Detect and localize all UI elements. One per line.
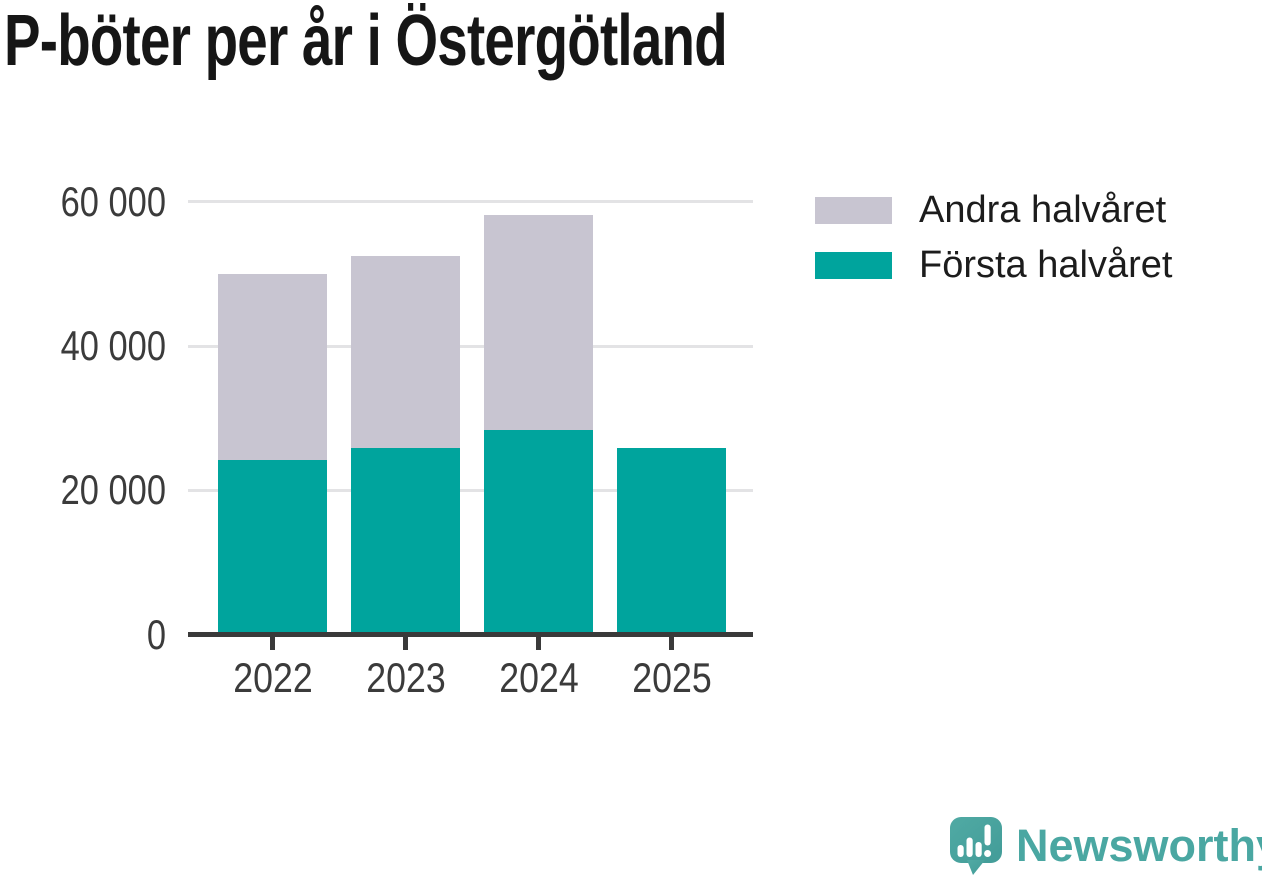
legend: Andra halvåret Första halvåret (815, 183, 1172, 293)
bar-2022-andra-halvaret (218, 274, 327, 461)
newsworthy-logo-icon (950, 817, 1002, 875)
x-axis-tick (403, 637, 408, 650)
legend-label: Första halvåret (919, 244, 1173, 286)
legend-label: Andra halvåret (919, 189, 1167, 231)
x-axis-tick (270, 637, 275, 650)
bar-2023-andra-halvaret (351, 255, 460, 449)
chart-title: P-böter per år i Östergötland (4, 1, 728, 81)
x-axis-line (188, 632, 753, 637)
gridline-40000 (188, 344, 753, 348)
legend-swatch-forsta-halvaret-icon (815, 252, 892, 279)
y-axis-label: 0 (146, 610, 166, 658)
legend-swatch-andra-halvaret-icon (815, 197, 892, 224)
y-axis-label: 60 000 (60, 177, 166, 225)
newsworthy-logo-text: Newsworthy (1016, 820, 1262, 871)
x-axis-label-2025: 2025 (631, 654, 712, 701)
bar-2022-forsta-halvaret (218, 460, 327, 635)
bar-2024-forsta-halvaret (484, 430, 593, 635)
x-axis-tick (536, 637, 541, 650)
y-axis-label: 40 000 (60, 322, 166, 370)
bar-2024-andra-halvaret (484, 214, 593, 431)
legend-item-andra-halvaret: Andra halvåret (815, 183, 1172, 238)
x-axis-tick (669, 637, 674, 650)
legend-item-forsta-halvaret: Första halvåret (815, 238, 1172, 293)
y-axis-label: 20 000 (60, 466, 166, 514)
x-axis-label-2023: 2023 (365, 654, 446, 701)
bar-2023-forsta-halvaret (351, 448, 460, 635)
gridline-60000 (188, 200, 753, 204)
gridline-20000 (188, 488, 753, 492)
bar-2025-forsta-halvaret (617, 448, 726, 635)
x-axis-label-2024: 2024 (498, 654, 579, 701)
newsworthy-logo: Newsworthy (950, 817, 1262, 875)
x-axis-label-2022: 2022 (232, 654, 313, 701)
